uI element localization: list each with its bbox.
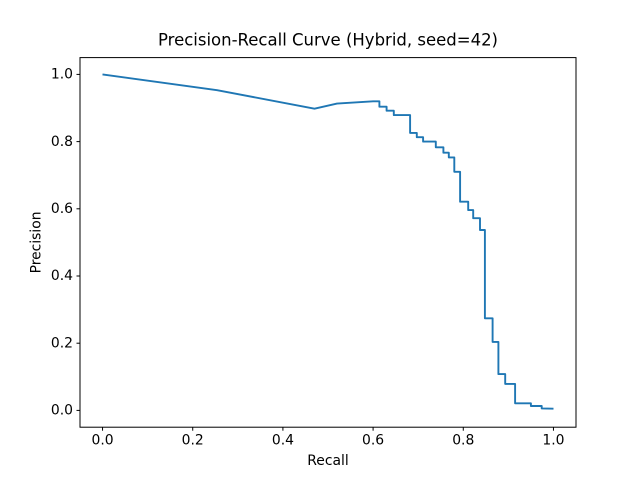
x-tick-label: 0.6 (362, 433, 384, 449)
x-axis-ticks: 0.0 0.2 0.4 0.6 0.8 1.0 (91, 427, 565, 449)
y-tick-label: 0.8 (51, 134, 73, 150)
x-tick-label: 0.0 (91, 433, 113, 449)
y-axis-ticks: 0.0 0.2 0.4 0.6 0.8 1.0 (51, 67, 80, 419)
chart-title: Precision-Recall Curve (Hybrid, seed=42) (158, 31, 498, 50)
y-tick-label: 1.0 (51, 67, 73, 83)
plot-area (80, 57, 576, 428)
precision-recall-curve-line (102, 73, 554, 410)
x-tick-label: 1.0 (542, 433, 564, 449)
x-axis-label: Recall (307, 453, 348, 469)
y-axis-label: Precision (29, 211, 45, 273)
x-tick-label: 0.4 (272, 433, 294, 449)
x-tick-label: 0.8 (452, 433, 474, 449)
y-tick-label: 0.2 (51, 335, 73, 351)
y-tick-label: 0.4 (51, 268, 73, 284)
x-tick-label: 0.2 (182, 433, 204, 449)
axes-spines (79, 57, 577, 428)
y-tick-label: 0.0 (51, 403, 73, 419)
y-tick-label: 0.6 (51, 201, 73, 217)
